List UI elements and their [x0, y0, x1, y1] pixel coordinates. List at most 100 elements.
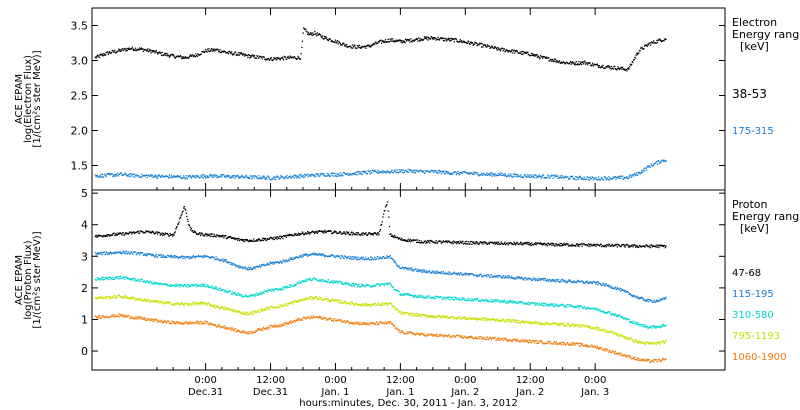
- proton-ytick-label: 4: [81, 219, 88, 232]
- data-point: [538, 57, 541, 59]
- data-point: [260, 176, 262, 178]
- data-point: [394, 169, 396, 171]
- data-point: [176, 175, 178, 177]
- data-point: [190, 177, 193, 179]
- data-point: [582, 281, 585, 283]
- data-point: [467, 274, 469, 276]
- data-point: [223, 307, 225, 309]
- data-point: [547, 304, 549, 306]
- data-point: [355, 232, 357, 234]
- data-point: [286, 260, 288, 263]
- data-point: [269, 58, 271, 61]
- data-point: [166, 301, 168, 303]
- data-point: [255, 265, 257, 268]
- data-point: [347, 172, 349, 175]
- data-point: [612, 312, 614, 315]
- data-point: [158, 51, 160, 54]
- data-point: [591, 282, 593, 285]
- data-point: [253, 311, 256, 313]
- data-point: [571, 176, 573, 178]
- data-point: [409, 238, 411, 241]
- data-point: [499, 173, 501, 176]
- data-point: [277, 307, 279, 309]
- data-point: [281, 288, 283, 290]
- data-point: [157, 282, 159, 284]
- data-point: [541, 56, 543, 58]
- data-point: [186, 255, 189, 258]
- data-point: [433, 171, 435, 174]
- data-point: [516, 276, 518, 278]
- data-point: [347, 255, 350, 258]
- data-point: [303, 27, 305, 29]
- data-point: [381, 171, 383, 174]
- data-point: [210, 305, 212, 307]
- data-point: [114, 234, 117, 236]
- data-point: [352, 172, 354, 175]
- data-point: [640, 296, 642, 298]
- data-point: [138, 232, 141, 234]
- data-point: [554, 303, 556, 305]
- data-point: [621, 175, 624, 177]
- data-point: [182, 303, 184, 305]
- data-point: [608, 284, 610, 286]
- data-point: [455, 37, 457, 40]
- data-point: [392, 305, 394, 307]
- data-point: [434, 37, 437, 39]
- data-point: [218, 287, 220, 289]
- data-point: [492, 276, 494, 278]
- data-point: [356, 257, 358, 259]
- data-point: [241, 53, 243, 55]
- data-point: [420, 242, 422, 244]
- data-point: [598, 244, 600, 246]
- data-point: [177, 256, 179, 258]
- data-point: [124, 297, 126, 299]
- data-point: [353, 256, 355, 258]
- data-point: [316, 35, 318, 37]
- data-point: [236, 174, 238, 177]
- data-point: [631, 61, 633, 63]
- data-point: [587, 282, 589, 285]
- data-point: [203, 256, 206, 258]
- data-point: [292, 175, 294, 177]
- data-point: [619, 68, 621, 70]
- data-point: [279, 261, 281, 263]
- legend-entry-175-315: 175-315: [732, 126, 774, 137]
- data-point: [110, 52, 113, 54]
- data-point: [344, 44, 346, 46]
- data-point: [611, 243, 613, 245]
- data-point: [262, 292, 264, 294]
- data-point: [353, 45, 355, 48]
- data-point: [315, 253, 317, 255]
- data-point: [602, 179, 604, 181]
- data-point: [222, 235, 224, 237]
- data-point: [340, 175, 342, 177]
- data-point: [109, 234, 111, 236]
- data-point: [188, 286, 190, 288]
- data-point: [249, 294, 251, 296]
- data-point: [529, 302, 531, 304]
- data-point: [398, 40, 400, 42]
- data-point: [114, 173, 116, 176]
- data-point: [137, 252, 139, 254]
- data-point: [194, 256, 196, 258]
- data-point: [243, 53, 245, 55]
- data-point: [361, 304, 363, 306]
- data-point: [294, 174, 296, 177]
- data-point: [266, 239, 268, 241]
- data-point: [298, 256, 300, 258]
- data-point: [170, 303, 172, 305]
- data-point: [443, 37, 445, 39]
- data-point: [268, 263, 270, 265]
- data-point: [597, 178, 599, 181]
- data-point: [177, 55, 180, 57]
- data-point: [403, 171, 405, 174]
- data-point: [294, 233, 296, 235]
- data-point: [249, 55, 252, 57]
- data-point: [268, 58, 270, 60]
- data-point: [97, 176, 99, 178]
- data-point: [323, 35, 326, 38]
- data-point: [192, 230, 194, 232]
- data-point: [349, 257, 351, 260]
- data-point: [658, 326, 660, 328]
- data-point: [453, 41, 455, 43]
